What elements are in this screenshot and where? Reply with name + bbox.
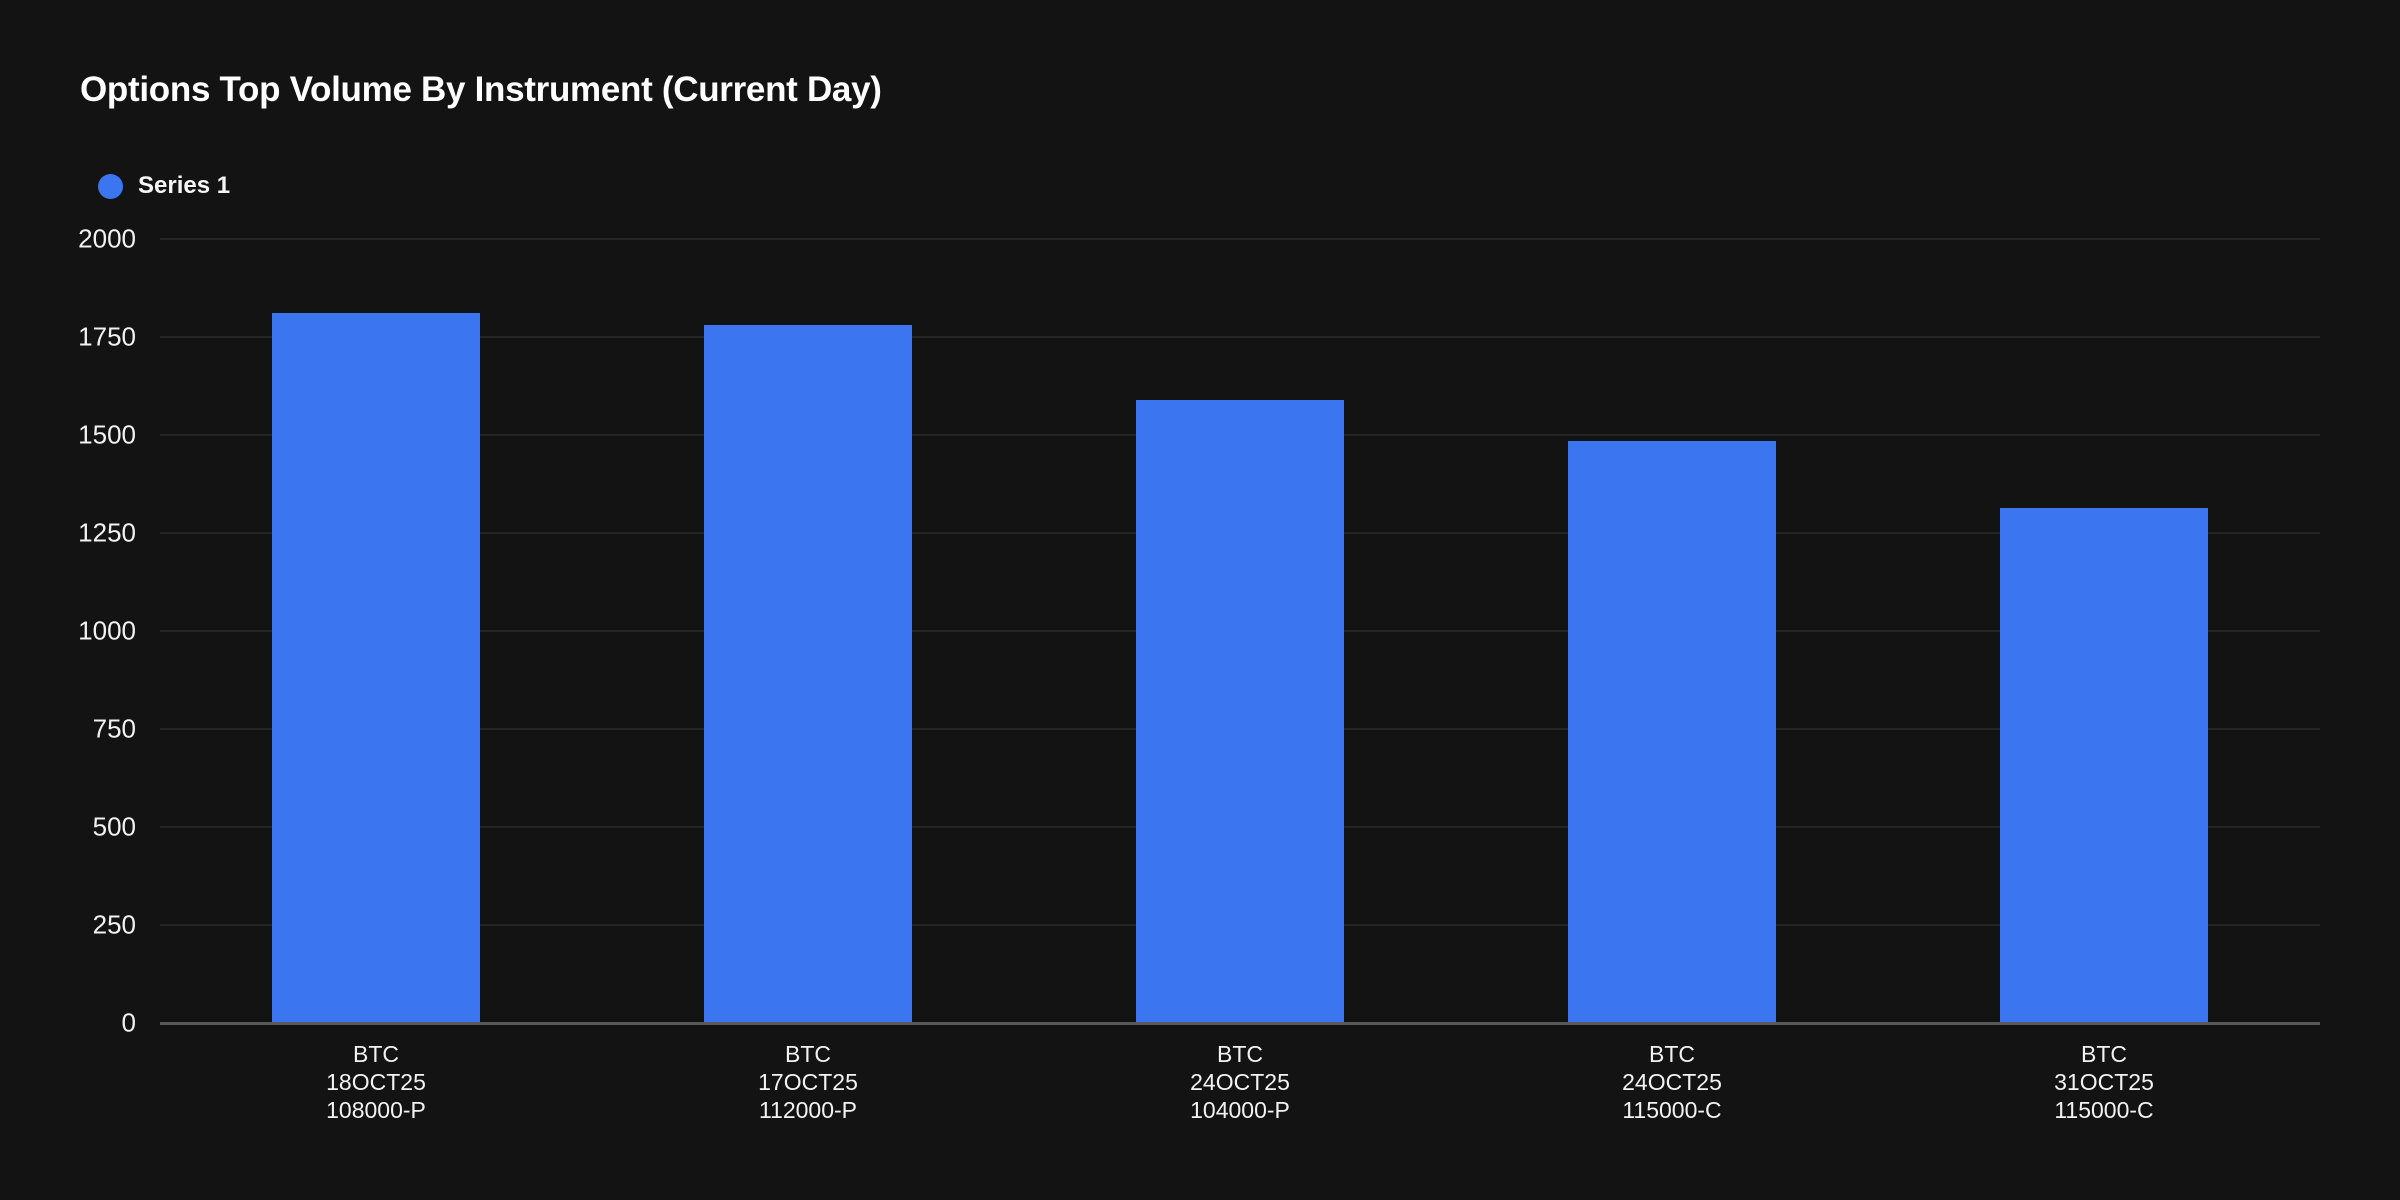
bar-BTC-17OCT25-112000-P[interactable] bbox=[704, 325, 912, 1023]
chart-title: Options Top Volume By Instrument (Curren… bbox=[80, 70, 882, 109]
x-axis-label-line: 24OCT25 bbox=[1190, 1069, 1290, 1095]
x-axis-label-line: 115000-C bbox=[2054, 1097, 2154, 1123]
bar-BTC-18OCT25-108000-P[interactable] bbox=[272, 313, 480, 1023]
y-axis-tick-label: 1250 bbox=[78, 517, 136, 548]
y-axis-tick-label: 1750 bbox=[78, 321, 136, 352]
x-axis-category-label: BTC 24OCT25 115000-C bbox=[1456, 1040, 1888, 1124]
x-axis-label-line: BTC bbox=[1217, 1041, 1263, 1067]
bar-BTC-31OCT25-115000-C[interactable] bbox=[2000, 507, 2208, 1023]
legend-item-series-1[interactable]: Series 1 bbox=[98, 172, 230, 200]
x-axis-label-line: 24OCT25 bbox=[1622, 1069, 1722, 1095]
x-axis-label-line: BTC bbox=[1649, 1041, 1695, 1067]
x-axis-label-line: 115000-C bbox=[1622, 1097, 1722, 1123]
legend-label: Series 1 bbox=[138, 172, 231, 199]
x-axis-label-line: 17OCT25 bbox=[758, 1069, 858, 1095]
y-axis-tick-label: 250 bbox=[92, 909, 136, 940]
y-axis-tick-label: 500 bbox=[92, 811, 136, 842]
y-axis-tick-label: 1500 bbox=[78, 419, 136, 450]
y-axis-tick-label: 0 bbox=[121, 1007, 136, 1038]
x-axis-label-line: 104000-P bbox=[1190, 1097, 1290, 1123]
y-axis-tick-label: 750 bbox=[92, 713, 136, 744]
x-axis-category-label: BTC 31OCT25 115000-C bbox=[1888, 1040, 2320, 1124]
x-axis-label-line: BTC bbox=[2081, 1041, 2127, 1067]
x-axis-category-label: BTC 24OCT25 104000-P bbox=[1024, 1040, 1456, 1124]
x-axis-label-line: 31OCT25 bbox=[2054, 1069, 2154, 1095]
gridline bbox=[160, 336, 2320, 338]
bar-BTC-24OCT25-115000-C[interactable] bbox=[1568, 440, 1776, 1023]
x-axis-label-line: BTC bbox=[353, 1041, 399, 1067]
x-axis-label-line: 108000-P bbox=[326, 1097, 426, 1123]
y-axis-tick-label: 2000 bbox=[78, 223, 136, 254]
x-axis-label-line: 18OCT25 bbox=[326, 1069, 426, 1095]
x-axis-label-line: BTC bbox=[785, 1041, 831, 1067]
bar-BTC-24OCT25-104000-P[interactable] bbox=[1136, 399, 1344, 1023]
x-axis-line bbox=[160, 1022, 2320, 1025]
gridline bbox=[160, 238, 2320, 240]
x-axis-category-label: BTC 18OCT25 108000-P bbox=[160, 1040, 592, 1124]
y-axis-tick-label: 1000 bbox=[78, 615, 136, 646]
legend-marker-icon bbox=[98, 173, 123, 199]
x-axis-label-line: 112000-P bbox=[758, 1097, 858, 1123]
x-axis-category-label: BTC 17OCT25 112000-P bbox=[592, 1040, 1024, 1124]
